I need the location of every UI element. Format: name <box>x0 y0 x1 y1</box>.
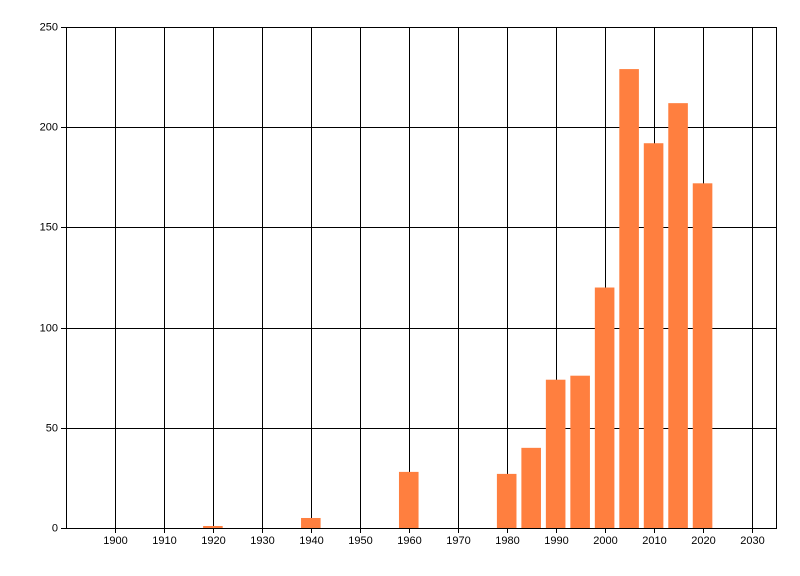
x-tick-label: 1960 <box>397 535 421 547</box>
x-tick-label: 1950 <box>348 535 372 547</box>
x-tick-label: 2000 <box>593 535 617 547</box>
x-tick-label: 1910 <box>152 535 176 547</box>
x-tick-label: 2020 <box>691 535 715 547</box>
x-tick-label: 1930 <box>250 535 274 547</box>
bar <box>692 183 713 528</box>
bar <box>398 471 419 528</box>
y-tick-label: 200 <box>40 121 58 133</box>
y-tick-label: 50 <box>46 422 58 434</box>
bar <box>301 517 321 528</box>
bar <box>570 375 590 528</box>
x-tick-label: 1980 <box>495 535 519 547</box>
x-tick-label: 1940 <box>299 535 323 547</box>
bar <box>668 103 688 528</box>
x-tick-label: 1970 <box>446 535 470 547</box>
bar <box>619 69 639 529</box>
y-tick-label: 150 <box>40 221 58 233</box>
bar <box>521 447 541 528</box>
x-tick-label: 1900 <box>103 535 127 547</box>
plot-frame <box>66 27 777 529</box>
bar <box>496 473 517 528</box>
bar <box>643 143 664 528</box>
x-tick-label: 2030 <box>740 535 764 547</box>
y-tick-label: 250 <box>40 21 58 33</box>
bar <box>545 379 566 528</box>
x-tick-label: 2010 <box>642 535 666 547</box>
bar <box>203 525 223 528</box>
x-tick-label: 1990 <box>544 535 568 547</box>
y-tick-label: 0 <box>52 522 58 534</box>
x-tick-label: 1920 <box>201 535 225 547</box>
y-tick-label: 100 <box>40 322 58 334</box>
bar <box>594 287 615 528</box>
